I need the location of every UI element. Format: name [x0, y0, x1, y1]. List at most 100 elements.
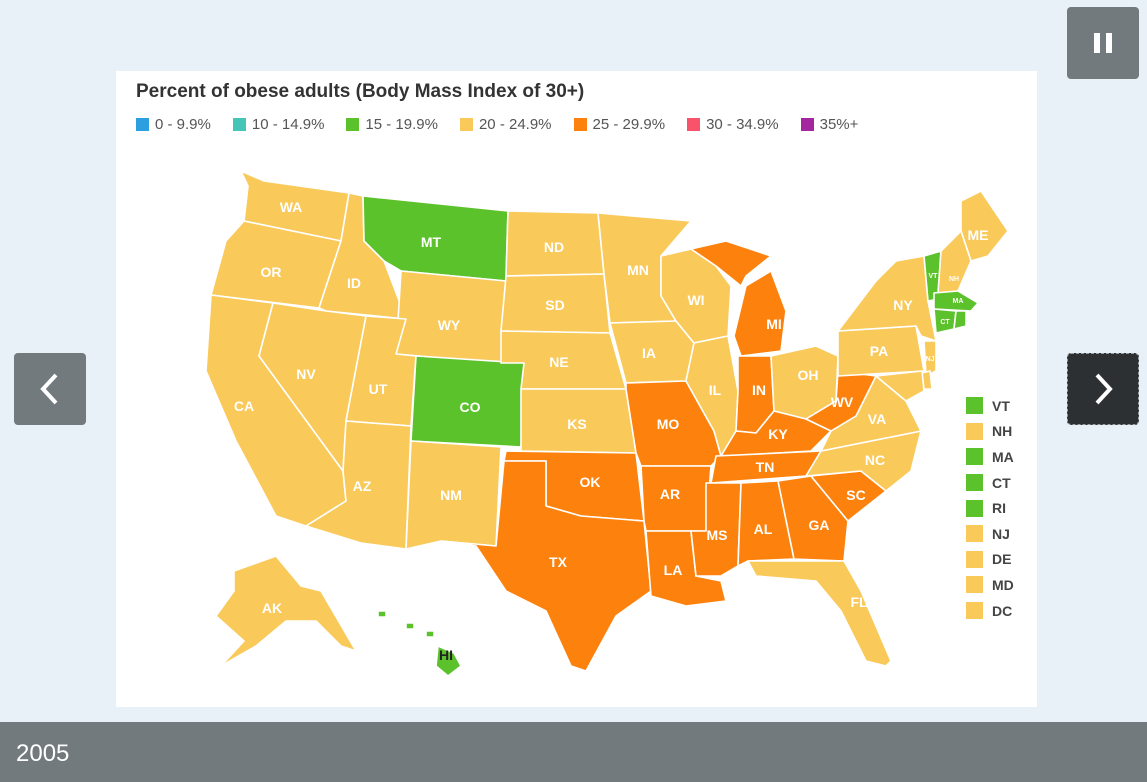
small-state-swatch: [966, 576, 983, 594]
state-ma[interactable]: [933, 290, 979, 312]
label-mi: MI: [766, 316, 782, 332]
state-ri[interactable]: [953, 310, 967, 330]
legend-swatch: [459, 118, 473, 131]
small-state-ma[interactable]: MA: [966, 444, 1014, 470]
label-ks: KS: [567, 416, 586, 432]
legend-swatch: [232, 118, 246, 131]
label-ca: CA: [234, 398, 254, 414]
small-state-dc[interactable]: DC: [966, 598, 1014, 624]
label-nh: NH: [949, 276, 959, 283]
label-mt: MT: [421, 234, 442, 250]
label-pa: PA: [870, 343, 888, 359]
label-la: LA: [664, 562, 683, 578]
label-in: IN: [752, 382, 766, 398]
state-md[interactable]: [875, 370, 925, 402]
small-state-vt[interactable]: VT: [966, 393, 1014, 419]
state-mi[interactable]: [690, 240, 787, 357]
label-wy: WY: [438, 317, 461, 333]
small-state-swatch: [966, 550, 983, 568]
small-state-nh[interactable]: NH: [966, 419, 1014, 445]
pause-icon: [1094, 33, 1112, 53]
state-fl[interactable]: [747, 560, 892, 667]
us-choropleth-map: WA OR CA ID NV MT WY UT CO AZ NM ND SD N…: [205, 170, 1009, 677]
state-ny[interactable]: [837, 255, 937, 342]
small-state-swatch: [966, 602, 983, 620]
state-nh[interactable]: [937, 230, 972, 294]
legend-label: 35%+: [819, 116, 859, 133]
small-state-label: MA: [992, 448, 1014, 465]
label-wa: WA: [280, 199, 303, 215]
legend-label: 30 - 34.9%: [706, 116, 779, 133]
next-slide-button[interactable]: [1067, 353, 1139, 425]
legend-item[interactable]: 25 - 29.9%: [573, 116, 666, 133]
label-id: ID: [347, 275, 361, 291]
previous-slide-button[interactable]: [14, 353, 86, 425]
small-state-label: DC: [992, 602, 1013, 619]
label-ms: MS: [707, 527, 728, 543]
pause-button[interactable]: [1067, 7, 1139, 79]
legend-swatch: [346, 118, 360, 131]
label-oh: OH: [798, 367, 819, 383]
label-ky: KY: [768, 426, 788, 442]
chevron-left-icon: [40, 373, 58, 405]
label-mo: MO: [657, 416, 680, 432]
legend-item[interactable]: 20 - 24.9%: [459, 116, 552, 133]
legend: 0 - 9.9% 10 - 14.9% 15 - 19.9% 20 - 24.9% 25…: [136, 116, 880, 133]
label-va: VA: [868, 411, 886, 427]
small-state-swatch: [966, 499, 983, 517]
label-ma: MA: [953, 298, 964, 305]
legend-swatch: [800, 118, 814, 131]
small-state-label: NH: [992, 423, 1013, 440]
label-fl: FL: [850, 594, 868, 610]
legend-swatch: [687, 118, 701, 131]
state-al[interactable]: [737, 480, 795, 567]
label-co: CO: [460, 399, 481, 415]
state-ga[interactable]: [777, 475, 849, 562]
label-tx: TX: [549, 554, 568, 570]
label-ny: NY: [893, 297, 913, 313]
state-ak[interactable]: [215, 555, 357, 667]
state-nj[interactable]: [923, 340, 937, 377]
small-state-label: RI: [992, 500, 1006, 517]
small-state-swatch: [966, 474, 983, 492]
small-state-nj[interactable]: NJ: [966, 521, 1014, 547]
small-state-md[interactable]: MD: [966, 572, 1014, 598]
legend-swatch: [136, 118, 149, 131]
state-tx[interactable]: [440, 460, 652, 672]
label-me: ME: [968, 227, 989, 243]
label-ct: CT: [940, 319, 950, 326]
label-il: IL: [709, 382, 722, 398]
small-state-label: VT: [992, 397, 1010, 414]
label-ok: OK: [580, 474, 601, 490]
small-state-ct[interactable]: CT: [966, 470, 1014, 496]
label-sd: SD: [545, 297, 564, 313]
label-ak: AK: [262, 600, 282, 616]
label-vt: VT: [929, 273, 939, 280]
legend-swatch: [573, 118, 587, 131]
label-hi: HI: [439, 647, 453, 663]
small-state-swatch: [966, 422, 983, 440]
legend-item[interactable]: 10 - 14.9%: [232, 116, 325, 133]
small-states-legend: VT NH MA CT RI NJ DE MD DC: [966, 393, 1014, 623]
year-label: 2005: [16, 740, 70, 767]
legend-item[interactable]: 0 - 9.9%: [136, 116, 211, 133]
legend-item[interactable]: 30 - 34.9%: [687, 116, 779, 133]
legend-item[interactable]: 35%+: [800, 116, 859, 133]
label-az: AZ: [353, 478, 372, 494]
small-state-ri[interactable]: RI: [966, 495, 1014, 521]
legend-label: 15 - 19.9%: [365, 116, 438, 133]
map-card: Percent of obese adults (Body Mass Index…: [116, 71, 1037, 707]
label-ut: UT: [369, 381, 388, 397]
label-nm: NM: [440, 487, 462, 503]
legend-item[interactable]: 15 - 19.9%: [346, 116, 438, 133]
label-mn: MN: [627, 262, 649, 278]
legend-label: 25 - 29.9%: [592, 116, 666, 133]
label-nj: NJ: [926, 356, 935, 363]
state-hi[interactable]: [377, 610, 462, 677]
label-tn: TN: [756, 459, 775, 475]
small-state-de[interactable]: DE: [966, 547, 1014, 573]
small-state-label: MD: [992, 576, 1014, 593]
legend-label: 10 - 14.9%: [251, 116, 325, 133]
small-state-swatch: [966, 525, 983, 543]
small-state-label: DE: [992, 551, 1012, 568]
